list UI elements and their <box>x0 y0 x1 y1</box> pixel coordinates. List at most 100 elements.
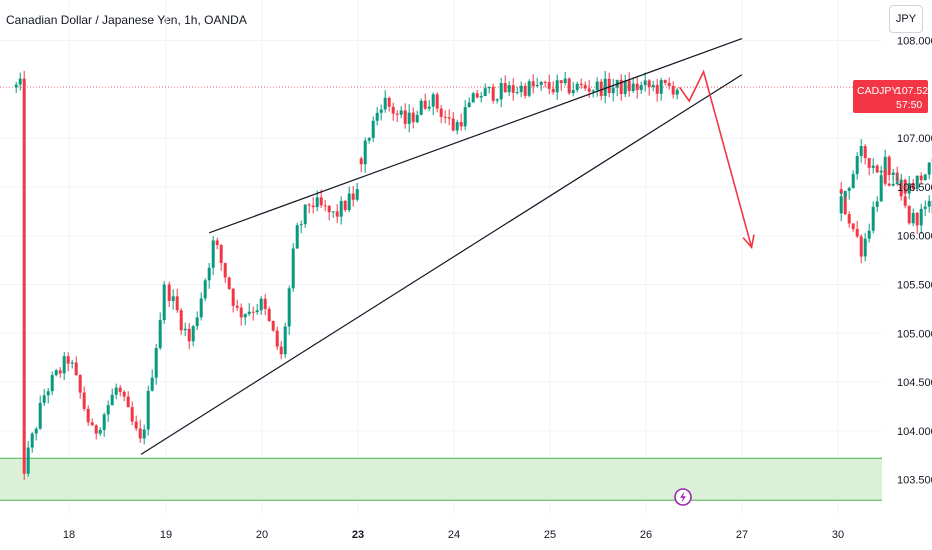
candle-body <box>110 394 114 406</box>
candle-body <box>627 80 631 92</box>
candle-body <box>263 298 267 309</box>
candle-body <box>86 408 90 423</box>
candle-body <box>355 189 359 200</box>
candle-body <box>427 106 431 109</box>
candle-body <box>851 223 855 229</box>
candle-body <box>50 375 54 392</box>
candle-body <box>343 200 347 211</box>
y-axis: 103.500 104.000 104.500 105.000 105.500 106.0… <box>897 36 932 487</box>
candle-body <box>635 83 639 91</box>
candle-body <box>467 102 471 108</box>
x-tick-label: 23 <box>352 529 364 541</box>
candle-body <box>279 346 283 355</box>
y-tick-label: 105.000 <box>897 328 932 340</box>
projection-path[interactable] <box>678 69 753 248</box>
event-marker[interactable] <box>674 488 692 506</box>
candle-body <box>419 100 423 115</box>
candle-body <box>387 97 391 107</box>
x-tick-label: 20 <box>256 529 268 541</box>
candle-body <box>911 212 915 224</box>
y-tick-label: 105.500 <box>897 280 932 292</box>
x-tick-label: 25 <box>544 529 556 541</box>
candle-body <box>299 224 303 226</box>
candle-body <box>459 122 463 127</box>
candle-body <box>899 181 903 197</box>
candle-body <box>475 93 479 98</box>
candle-body <box>243 314 247 318</box>
candle-body <box>659 80 663 94</box>
candle-body <box>74 362 78 376</box>
candle-body <box>315 197 319 208</box>
candle-body <box>859 146 863 157</box>
candle-body <box>555 80 559 93</box>
candle-body <box>923 206 927 209</box>
candle-body <box>307 204 311 206</box>
wedge-upper-trendline[interactable] <box>208 37 743 234</box>
candles <box>14 70 932 480</box>
candle-body <box>26 447 30 474</box>
candle-body <box>150 377 154 391</box>
candle-body <box>327 205 331 213</box>
wedge-lower-trendline[interactable] <box>140 74 743 455</box>
currency-button[interactable]: JPY <box>889 5 923 33</box>
candle-body <box>519 85 523 93</box>
candle-body <box>607 78 611 94</box>
candle-body <box>587 88 591 92</box>
price-badge: CADJPY 107.522 57:50 <box>853 80 932 113</box>
candle-body <box>487 86 491 89</box>
candle-body <box>871 165 875 168</box>
candle-body <box>399 110 403 115</box>
candle-body <box>78 375 82 393</box>
candle-body <box>235 305 239 308</box>
candle-body <box>167 284 171 301</box>
candle-body <box>122 391 126 397</box>
x-tick-label: 26 <box>640 529 652 541</box>
candle-body <box>547 82 551 89</box>
candle-body <box>407 112 411 124</box>
candle-body <box>219 245 223 263</box>
x-tick-label: 19 <box>160 529 172 541</box>
candle-body <box>527 81 531 96</box>
candle-body <box>175 296 179 311</box>
candle-body <box>623 80 627 94</box>
candle-body <box>919 175 923 181</box>
candle-body <box>907 205 911 224</box>
candle-body <box>839 189 843 194</box>
candle-body <box>303 204 307 225</box>
candle-body <box>887 156 891 175</box>
badge-countdown-label: 57:50 <box>896 99 922 111</box>
candle-body <box>463 107 467 127</box>
candle-body <box>575 83 579 90</box>
candle-body <box>455 122 459 131</box>
candle-body <box>543 81 547 83</box>
candle-body <box>491 86 495 101</box>
candle-body <box>675 89 679 95</box>
candle-body <box>231 288 235 306</box>
candle-body <box>211 240 215 268</box>
candle-body <box>867 158 871 168</box>
candle-body <box>507 85 511 93</box>
candle-body <box>187 328 191 342</box>
candle-body <box>215 240 219 246</box>
candle-body <box>34 428 38 434</box>
candle-body <box>82 392 86 409</box>
candle-body <box>287 288 291 327</box>
candle-body <box>447 117 451 119</box>
candle-body <box>379 109 383 113</box>
candle-body <box>843 190 847 197</box>
candle-body <box>347 193 351 211</box>
candle-body <box>251 311 255 313</box>
candle-body <box>291 248 295 289</box>
candle-body <box>14 84 18 88</box>
candle-body <box>603 78 607 96</box>
candle-body <box>199 298 203 318</box>
candle-body <box>38 402 42 429</box>
candle-body <box>879 170 883 173</box>
candle-body <box>579 83 583 86</box>
candle-body <box>911 183 915 190</box>
candle-body <box>339 200 343 217</box>
y-tick-label: 106.500 <box>897 182 932 194</box>
candle-body <box>595 81 599 91</box>
candle-body <box>591 90 595 92</box>
